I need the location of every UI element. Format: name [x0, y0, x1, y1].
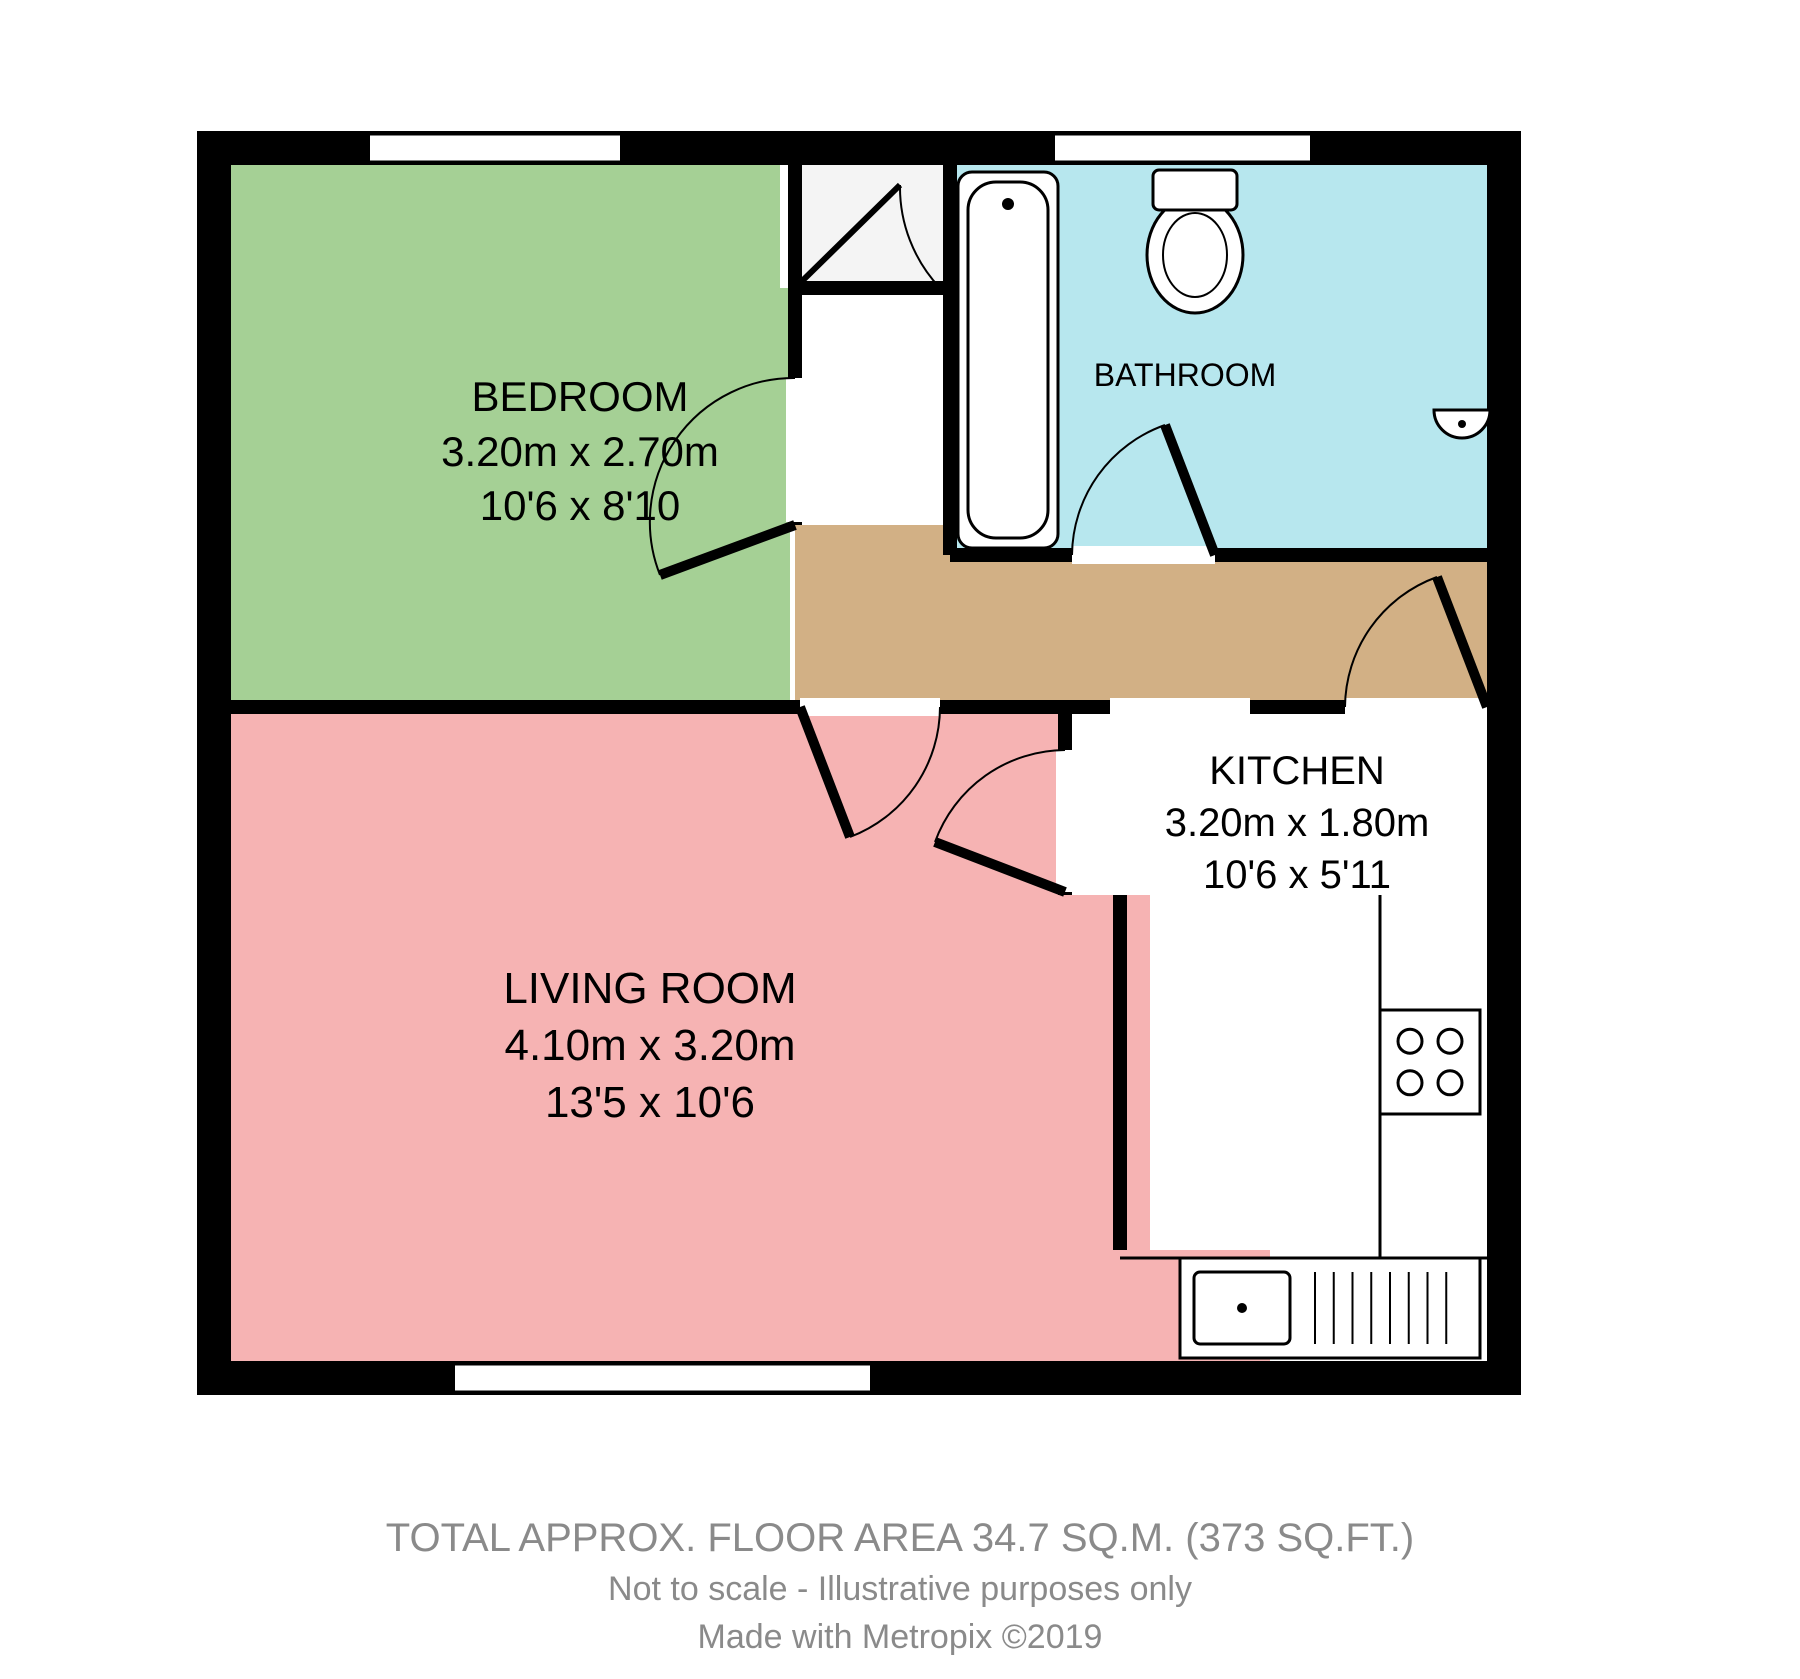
bathroom-name: BATHROOM	[1060, 355, 1310, 397]
bathroom-label: BATHROOM	[1060, 355, 1310, 397]
floorplan-canvas	[0, 0, 1800, 1679]
toilet-tank	[1153, 170, 1237, 210]
footer-disclaimer: Not to scale - Illustrative purposes onl…	[0, 1566, 1800, 1614]
kitchen-metric: 3.20m x 1.80m	[1122, 797, 1472, 849]
bedroom-label: BEDROOM 3.20m x 2.70m 10'6 x 8'10	[370, 370, 790, 534]
kitchen-imperial: 10'6 x 5'11	[1122, 849, 1472, 901]
bathtub-icon	[958, 172, 1058, 548]
kitchen-name: KITCHEN	[1122, 745, 1472, 797]
footer-area: TOTAL APPROX. FLOOR AREA 34.7 SQ.M. (373…	[0, 1510, 1800, 1566]
hob-icon	[1380, 1010, 1480, 1114]
footer-text: TOTAL APPROX. FLOOR AREA 34.7 SQ.M. (373…	[0, 1510, 1800, 1661]
kitchen-label: KITCHEN 3.20m x 1.80m 10'6 x 5'11	[1122, 745, 1472, 901]
basin-drain	[1458, 420, 1466, 428]
sink-drain	[1237, 1303, 1247, 1313]
bedroom-metric: 3.20m x 2.70m	[370, 425, 790, 480]
bathtub-tap	[1002, 198, 1014, 210]
living-imperial: 13'5 x 10'6	[420, 1074, 880, 1131]
footer-credit: Made with Metropix ©2019	[0, 1614, 1800, 1662]
bedroom-name: BEDROOM	[370, 370, 790, 425]
living-metric: 4.10m x 3.20m	[420, 1017, 880, 1074]
living-name: LIVING ROOM	[420, 960, 880, 1017]
bedroom-imperial: 10'6 x 8'10	[370, 479, 790, 534]
toilet-icon	[1147, 197, 1243, 313]
living-label: LIVING ROOM 4.10m x 3.20m 13'5 x 10'6	[420, 960, 880, 1132]
